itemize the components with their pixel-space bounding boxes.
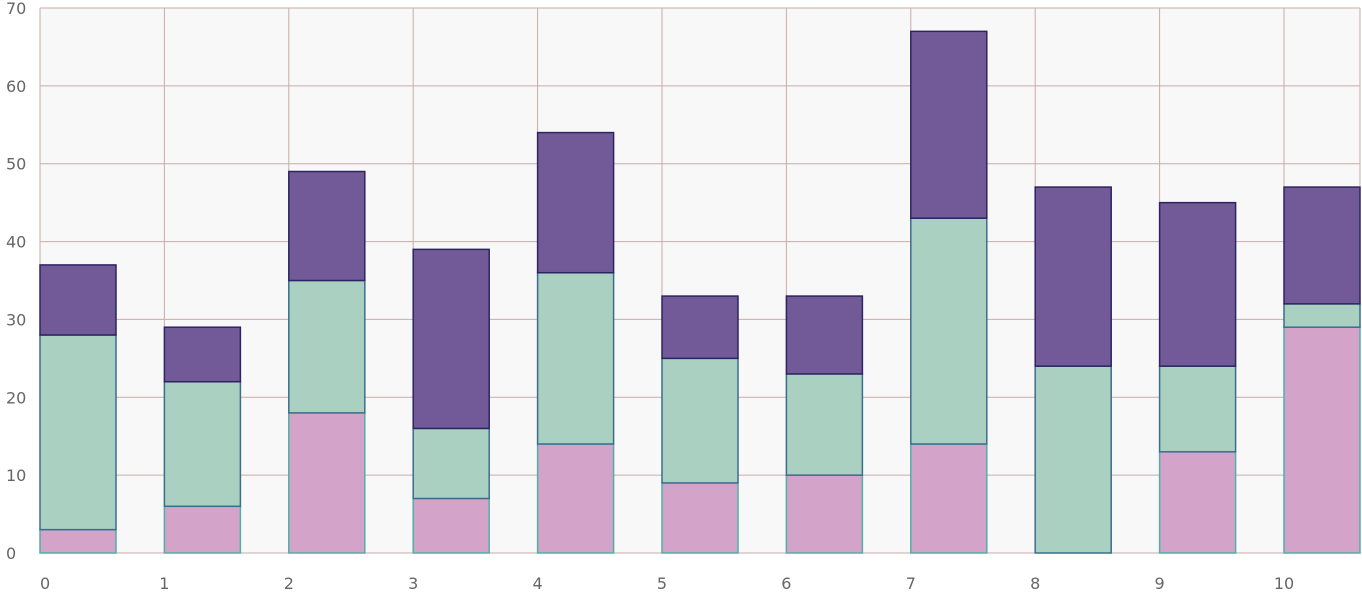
x-tick-label-8: 8 xyxy=(1030,574,1040,593)
bar-segment-0-s3 xyxy=(39,264,117,336)
bar-segment-3-s3 xyxy=(412,248,490,430)
bar-segment-10-s3 xyxy=(1283,186,1361,305)
bar-segment-5-s2 xyxy=(661,357,739,484)
bar-segment-7-s2 xyxy=(910,217,988,445)
bar-segment-4-s3 xyxy=(536,131,615,274)
bar-segment-7-s3 xyxy=(910,30,988,219)
bar-segment-2-s1 xyxy=(288,412,366,554)
y-tick-label-10: 10 xyxy=(6,466,26,485)
tick-labels: 0 10 20 30 40 50 60 70 0 1 2 3 4 5 6 7 8 9 10 xyxy=(6,0,1294,593)
bar-segment-0-s1 xyxy=(39,528,117,554)
bar-segment-1-s1 xyxy=(163,505,242,554)
bars xyxy=(39,30,1361,554)
x-tick-label-3: 3 xyxy=(408,574,418,593)
bar-segment-3-s1 xyxy=(412,497,490,554)
y-tick-label-50: 50 xyxy=(6,155,26,174)
y-tick-label-60: 60 xyxy=(6,77,26,96)
x-tick-label-5: 5 xyxy=(657,574,667,593)
x-tick-label-0: 0 xyxy=(40,574,50,593)
bar-segment-3-s2 xyxy=(412,427,490,500)
y-tick-label-20: 20 xyxy=(6,388,26,407)
bar-segment-10-s1 xyxy=(1283,326,1361,554)
bar-segment-2-s2 xyxy=(288,279,366,414)
x-tick-label-7: 7 xyxy=(906,574,916,593)
y-tick-label-70: 70 xyxy=(6,0,26,18)
bar-segment-8-s2 xyxy=(1034,365,1112,554)
bar-segment-4-s2 xyxy=(536,271,615,445)
y-tick-label-30: 30 xyxy=(6,310,26,329)
bar-segment-6-s3 xyxy=(785,295,864,375)
bar-segment-0-s2 xyxy=(39,334,117,531)
bar-segment-9-s1 xyxy=(1158,451,1237,554)
bar-segment-9-s2 xyxy=(1158,365,1237,453)
x-tick-label-4: 4 xyxy=(533,574,543,593)
bar-segment-5-s1 xyxy=(661,482,739,554)
x-tick-label-2: 2 xyxy=(284,574,294,593)
bar-segment-8-s3 xyxy=(1034,186,1112,367)
x-tick-label-10: 10 xyxy=(1274,574,1294,593)
bar-segment-5-s3 xyxy=(661,295,739,360)
bar-segment-6-s2 xyxy=(785,373,864,476)
x-tick-label-9: 9 xyxy=(1155,574,1165,593)
bar-segment-7-s1 xyxy=(910,443,988,554)
bar-segment-10-s2 xyxy=(1283,303,1361,328)
bar-segment-2-s3 xyxy=(288,170,366,282)
bar-segment-1-s2 xyxy=(163,380,242,508)
x-tick-label-1: 1 xyxy=(159,574,169,593)
x-tick-label-6: 6 xyxy=(781,574,791,593)
bar-segment-1-s3 xyxy=(163,326,242,383)
bar-segment-6-s1 xyxy=(785,474,864,554)
bar-segment-4-s1 xyxy=(536,443,615,554)
y-tick-label-40: 40 xyxy=(6,233,26,252)
y-tick-label-0: 0 xyxy=(6,544,16,563)
bar-segment-9-s3 xyxy=(1158,201,1237,367)
